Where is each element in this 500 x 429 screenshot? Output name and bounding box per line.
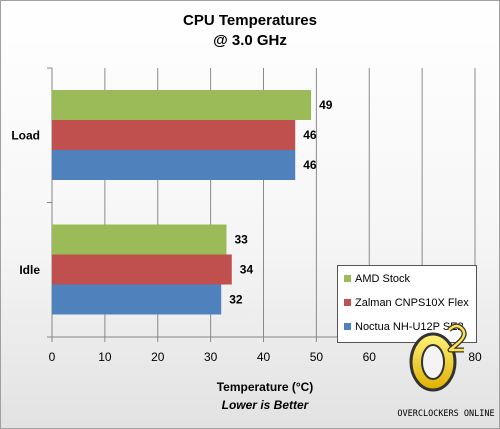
x-tick-label-0: 0 — [49, 350, 56, 364]
bar-load-2 — [52, 150, 296, 180]
x-axis-note: Lower is Better — [221, 398, 309, 412]
chart-subtitle: @ 3.0 GHz — [213, 32, 287, 49]
x-tick-label-60: 60 — [363, 350, 377, 364]
legend-swatch-amd-stock — [344, 274, 351, 282]
data-label-load-1: 46 — [303, 128, 317, 142]
legend-label-noctua: Noctua NH-U12P SE2 — [355, 321, 464, 333]
bar-idle-1 — [52, 254, 232, 285]
legend-label-amd-stock: AMD Stock — [355, 273, 411, 285]
category-label-load: Load — [11, 128, 40, 142]
x-tick-label-80: 80 — [468, 350, 482, 364]
x-tick-label-30: 30 — [204, 350, 218, 364]
logo-text: OVERCLOCKERS ONLINE — [397, 409, 494, 419]
data-label-load-2: 46 — [303, 158, 317, 172]
x-tick-label-10: 10 — [98, 350, 112, 364]
bar-idle-2 — [52, 284, 222, 315]
x-tick-label-20: 20 — [151, 350, 165, 364]
overclockers-online-logo: OVERCLOCKERS ONLINE — [397, 323, 495, 419]
data-label-load-0: 49 — [319, 98, 333, 112]
chart-title: CPU Temperatures — [183, 12, 317, 29]
legend-swatch-noctua — [344, 322, 351, 330]
legend-item-noctua: Noctua NH-U12P SE2 — [344, 320, 464, 334]
bar-load-0 — [52, 90, 312, 120]
legend-item-amd-stock: AMD Stock — [344, 272, 410, 286]
data-label-idle-0: 33 — [234, 233, 248, 247]
x-tick-label-50: 50 — [310, 350, 324, 364]
x-axis-title: Temperature (°C) — [216, 380, 314, 394]
bar-load-1 — [52, 120, 296, 150]
data-label-idle-2: 32 — [229, 293, 243, 307]
legend: AMD Stock Zalman CNPS10X Flex Noctua NH-… — [337, 265, 477, 343]
data-label-idle-1: 34 — [240, 263, 254, 277]
legend-item-zalman: Zalman CNPS10X Flex — [344, 296, 469, 310]
legend-label-zalman: Zalman CNPS10X Flex — [355, 297, 469, 309]
legend-swatch-zalman — [344, 298, 351, 306]
category-label-idle: Idle — [19, 263, 40, 277]
x-tick-label-40: 40 — [257, 350, 271, 364]
bar-idle-0 — [52, 224, 227, 255]
